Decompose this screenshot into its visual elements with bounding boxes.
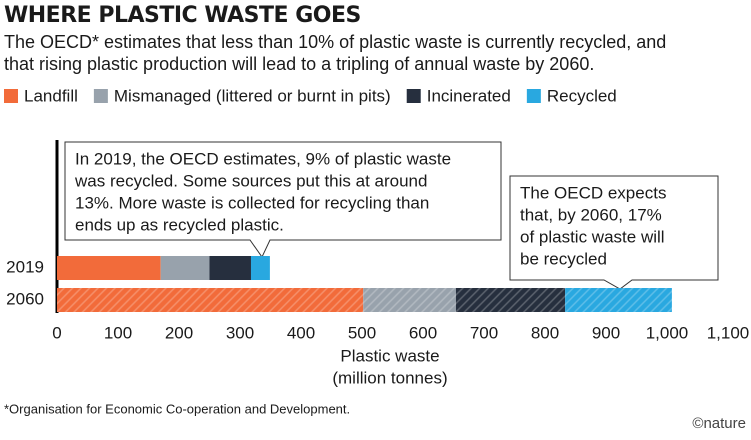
legend-label: Mismanaged (littered or burnt in pits) xyxy=(114,86,391,105)
bar-segment xyxy=(565,288,672,312)
x-tick-label: 200 xyxy=(165,323,193,342)
x-axis-title: Plastic waste xyxy=(340,346,439,365)
x-tick-label: 800 xyxy=(531,323,559,342)
x-tick-label: 600 xyxy=(409,323,437,342)
x-axis-title: (million tonnes) xyxy=(332,368,447,387)
legend-swatch xyxy=(406,89,421,103)
annotation-text: In 2019, the OECD estimates, 9% of plast… xyxy=(75,149,451,168)
legend-swatch xyxy=(4,89,18,103)
bar-segment xyxy=(57,256,161,280)
annotation-text: 13%. More waste is collected for recycli… xyxy=(75,193,429,212)
legend-swatch xyxy=(526,89,541,103)
x-tick-label: 700 xyxy=(470,323,498,342)
annotation-box xyxy=(509,175,719,290)
x-tick-label: 400 xyxy=(287,323,315,342)
bar-segment xyxy=(455,288,566,312)
legend-label: Recycled xyxy=(547,86,617,105)
annotation-text: ends up as recycled plastic. xyxy=(75,215,284,234)
bar-segment xyxy=(363,288,456,312)
subtitle: The OECD* estimates that less than 10% o… xyxy=(4,32,666,52)
annotation-box xyxy=(64,141,502,258)
y-tick-label: 2019 xyxy=(6,257,44,276)
x-tick-label: 1,100 xyxy=(707,323,750,342)
x-tick-label: 100 xyxy=(104,323,132,342)
annotation-text: that, by 2060, 17% xyxy=(520,205,662,224)
x-tick-label: 300 xyxy=(226,323,254,342)
bar-segment xyxy=(57,288,364,312)
chart-title: WHERE PLASTIC WASTE GOES xyxy=(4,3,361,28)
x-tick-label: 1,000 xyxy=(646,323,689,342)
x-tick-label: 500 xyxy=(348,323,376,342)
legend-swatch xyxy=(93,89,108,103)
annotation-text: be recycled xyxy=(520,249,607,268)
bar-segment xyxy=(209,256,251,280)
legend-label: Landfill xyxy=(24,86,78,105)
legend-label: Incinerated xyxy=(427,86,511,105)
footnote: *Organisation for Economic Co-operation … xyxy=(4,401,350,416)
annotation-text: The OECD expects xyxy=(520,183,666,202)
y-tick-label: 2060 xyxy=(6,289,44,308)
subtitle: that rising plastic production will lead… xyxy=(4,54,594,74)
x-tick-label: 0 xyxy=(52,323,61,342)
source: ©nature xyxy=(692,415,746,432)
bar-segment xyxy=(160,256,210,280)
bar-segment xyxy=(250,256,270,280)
x-tick-label: 900 xyxy=(592,323,620,342)
annotation-text: was recycled. Some sources put this at a… xyxy=(74,171,427,190)
annotation-text: of plastic waste will xyxy=(520,227,665,246)
